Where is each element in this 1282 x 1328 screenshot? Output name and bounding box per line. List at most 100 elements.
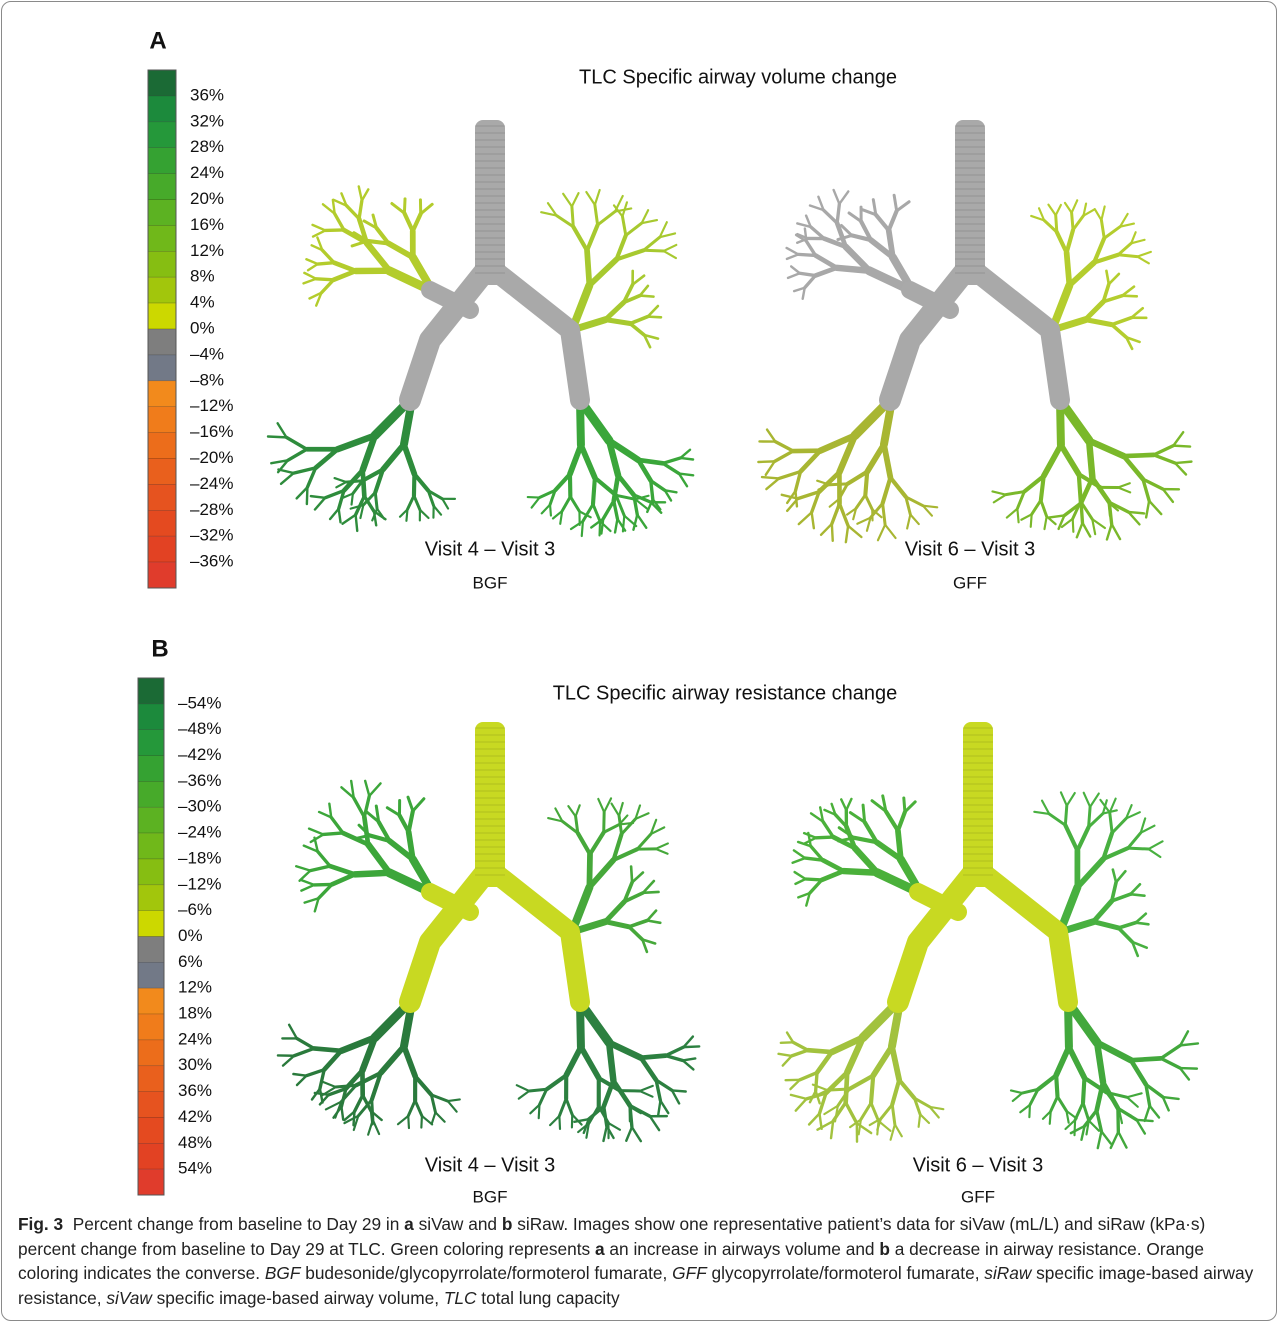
airway-branch: [878, 525, 885, 541]
legend-swatch: [138, 988, 164, 1014]
airway-branch: [816, 1073, 817, 1091]
main-bronchus: [494, 872, 580, 1002]
caption-run: glycopyrrolate/formoterol fumarate,: [707, 1263, 985, 1283]
airway-branch: [1161, 1058, 1180, 1068]
airway-branch: [557, 216, 574, 227]
airway-branch: [799, 512, 812, 524]
airway-branch: [641, 1056, 666, 1058]
airway-branch: [334, 271, 356, 280]
airway-branch: [321, 280, 333, 293]
legend-label: –30%: [178, 797, 221, 816]
airway-branch: [1089, 441, 1124, 456]
airway-branch: [308, 264, 318, 270]
legend-swatch: [148, 225, 176, 251]
airway-branch: [1180, 1043, 1198, 1045]
airway-branch: [1131, 1060, 1146, 1084]
airway-branch: [656, 843, 668, 848]
airway-branch: [1112, 325, 1126, 338]
airway-branch: [897, 202, 909, 211]
airway-branch: [681, 458, 694, 460]
airway-branch: [354, 1095, 362, 1111]
airway-branch: [811, 227, 824, 239]
airway-branch: [369, 783, 380, 796]
airway-branch: [1163, 1097, 1179, 1099]
legend-swatch: [148, 381, 176, 407]
airway-branch: [1056, 205, 1061, 215]
legend-label: 24%: [178, 1029, 212, 1048]
airway-branch: [884, 444, 890, 477]
legend-label: 48%: [178, 1133, 212, 1152]
airway-branch: [339, 509, 341, 523]
airway-branch: [643, 892, 659, 893]
airway-branch: [630, 1106, 650, 1117]
legend-label: –20%: [190, 448, 233, 467]
airway-branch: [586, 192, 595, 205]
airway-branch: [313, 225, 326, 231]
airway-branch: [1112, 818, 1126, 833]
airway-branch: [519, 1091, 529, 1099]
airway-branch: [1101, 206, 1104, 220]
airway-branch: [787, 248, 799, 254]
airway-branch: [1122, 296, 1137, 297]
airway-branch: [590, 832, 604, 854]
airway-branch: [335, 478, 347, 482]
airway-branch: [867, 444, 884, 471]
airway-branch: [633, 276, 644, 285]
airway-branch: [314, 884, 332, 885]
airway-branch: [871, 1103, 878, 1121]
airway-branch: [330, 866, 355, 874]
airway-branch: [322, 1082, 335, 1087]
airway-branch: [1065, 1120, 1075, 1129]
airway-branch: [891, 1124, 895, 1139]
airway-branch: [1044, 516, 1046, 529]
airway-branch: [640, 296, 654, 297]
airway-branch: [766, 478, 779, 489]
airway-branch: [435, 1112, 444, 1121]
airway-branch: [865, 495, 872, 509]
airway-branch: [623, 516, 624, 532]
airway-branch: [794, 850, 805, 858]
airway-branch: [415, 1076, 431, 1095]
airway-branch: [846, 526, 848, 542]
legend-swatch: [148, 303, 176, 329]
airway-tree: [278, 722, 699, 1141]
airway-branch: [404, 213, 412, 231]
airway-branch: [683, 1046, 699, 1047]
airway-branch: [899, 1080, 914, 1098]
airway-branch: [793, 858, 806, 863]
airway-branch: [787, 254, 798, 258]
airway-branch: [1149, 849, 1161, 857]
caption-run: a: [595, 1239, 605, 1259]
airway-branch: [593, 478, 595, 504]
airway-branch: [415, 1100, 422, 1115]
airway-branch: [775, 442, 793, 451]
airway-branch: [311, 834, 324, 842]
airway-branch: [629, 927, 642, 940]
airway-branch: [363, 470, 365, 496]
airway-branch: [839, 191, 848, 203]
airway-branch: [907, 515, 910, 529]
airway-branch: [898, 812, 905, 831]
airway-branch: [883, 503, 885, 524]
airway-branch: [609, 1043, 641, 1058]
airway-branch: [572, 207, 573, 227]
airway-branch: [1056, 1075, 1057, 1096]
airway-branch: [1089, 1121, 1099, 1131]
airway-branch: [1098, 1131, 1102, 1148]
airway-branch: [1154, 446, 1174, 455]
airway-branch: [555, 474, 570, 490]
airway-branch: [1113, 870, 1116, 883]
airway-tree: [268, 120, 693, 536]
airway-branch: [626, 1127, 632, 1141]
legend-label: 36%: [190, 85, 224, 104]
airway-branch: [666, 1047, 684, 1055]
legend-swatch: [138, 885, 164, 911]
airway-branch: [372, 1100, 373, 1120]
airway-branch: [886, 811, 898, 830]
airway-branch: [404, 199, 405, 213]
legend-label: 32%: [190, 111, 224, 130]
legend-label: –48%: [178, 719, 221, 738]
caption-run: siRaw: [984, 1263, 1031, 1283]
airway-branch: [619, 803, 623, 816]
airway-branch: [885, 525, 895, 538]
